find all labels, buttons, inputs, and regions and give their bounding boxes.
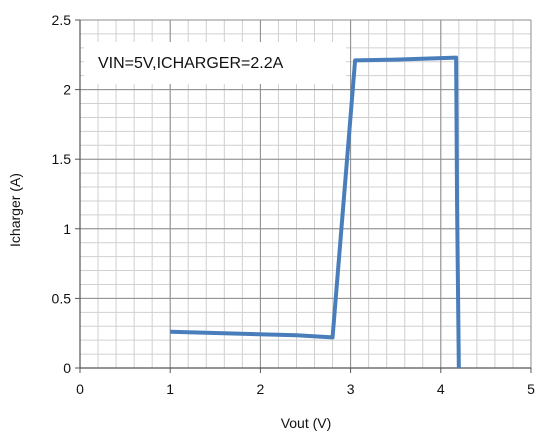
annotation-box xyxy=(84,42,346,84)
y-tick-label: 0 xyxy=(63,360,71,376)
x-tick-label: 5 xyxy=(527,381,535,397)
y-axis-title: Icharger (A) xyxy=(7,173,23,247)
series-line xyxy=(170,55,461,369)
y-tick-label: 1 xyxy=(63,221,71,237)
x-tick-label: 4 xyxy=(437,381,445,397)
x-tick-label: 0 xyxy=(76,381,84,397)
y-tick-labels: 0 0.5 1 1.5 2 2.5 xyxy=(52,12,72,376)
y-tick-label: 0.5 xyxy=(52,290,72,306)
x-axis-title: Vout (V) xyxy=(281,415,332,431)
x-tick-label: 2 xyxy=(257,381,265,397)
x-tick-label: 1 xyxy=(166,381,174,397)
x-tick-label: 3 xyxy=(347,381,355,397)
axes xyxy=(75,19,532,373)
x-tick-labels: 0 1 2 3 4 5 xyxy=(76,381,535,397)
annotation-text: VIN=5V,ICHARGER=2.2A xyxy=(98,55,284,72)
y-tick-label: 2 xyxy=(63,82,71,98)
y-tick-label: 1.5 xyxy=(52,151,72,167)
series-layer xyxy=(170,55,461,369)
y-tick-label: 2.5 xyxy=(52,12,72,28)
